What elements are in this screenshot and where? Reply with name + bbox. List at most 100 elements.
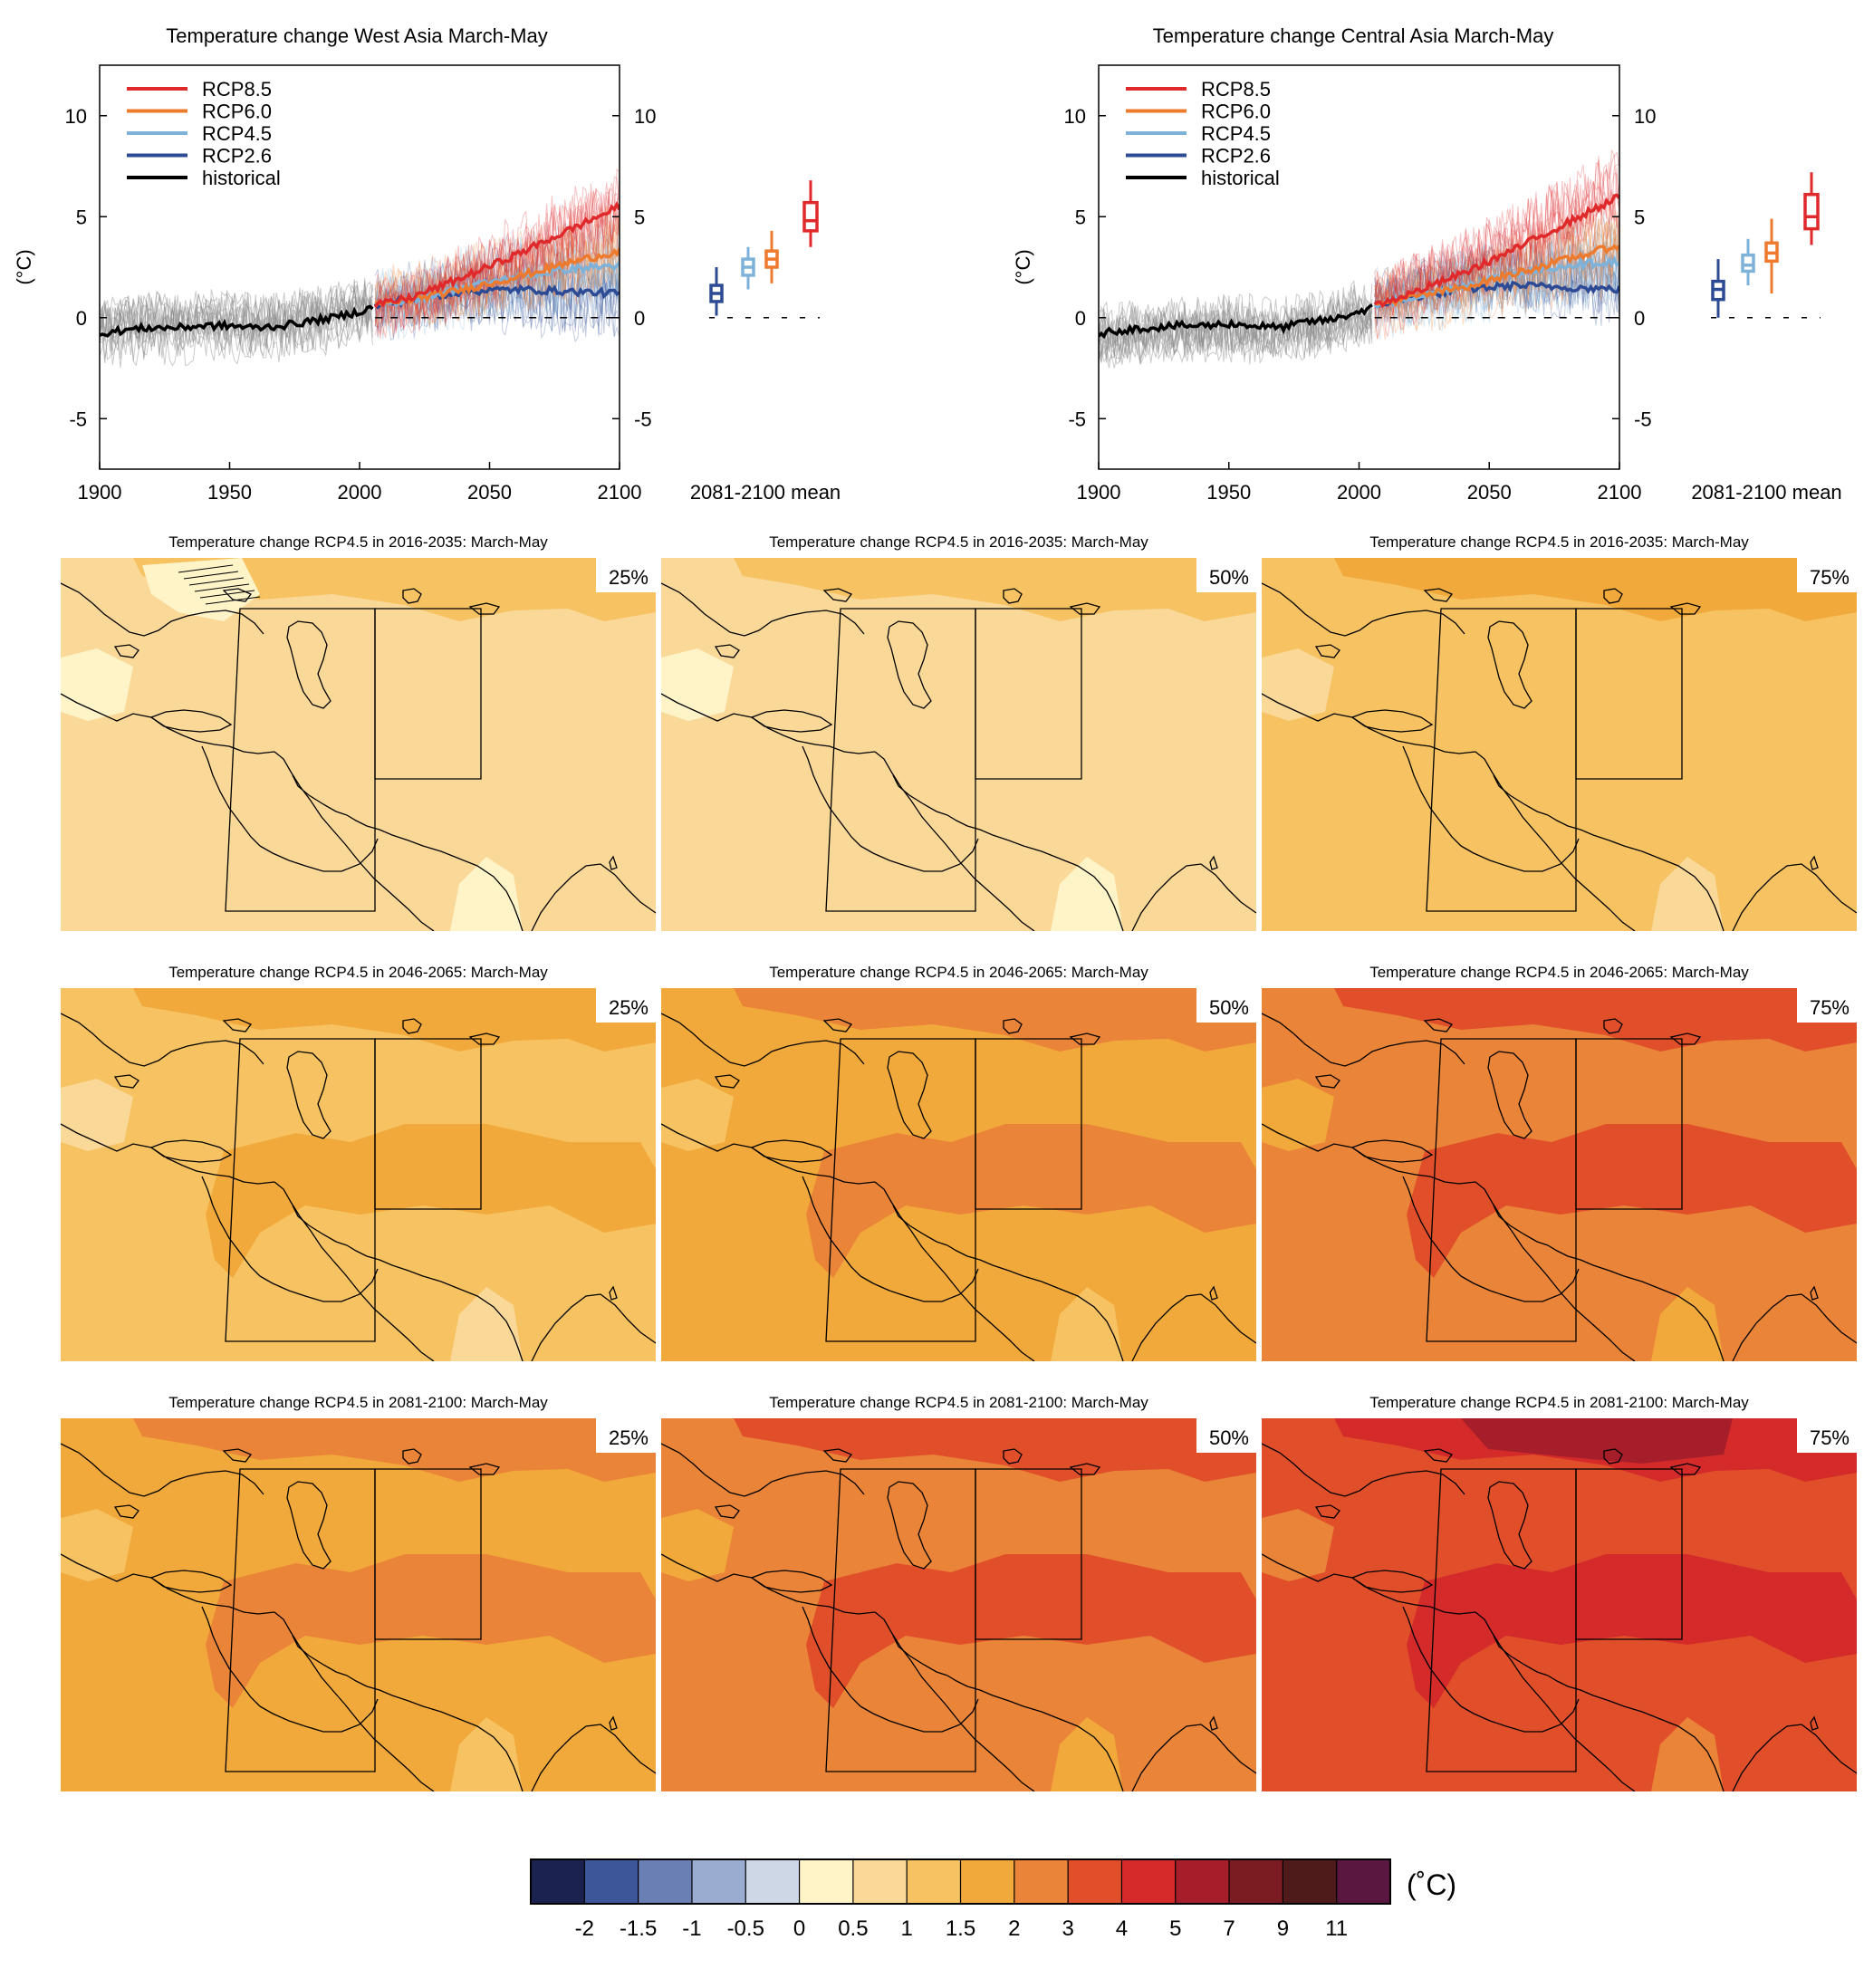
legend-label: RCP2.6 <box>1201 145 1271 168</box>
ensemble-member-line <box>100 299 373 361</box>
significance-hatch <box>205 596 261 605</box>
coastline <box>822 1018 853 1032</box>
coastline <box>402 1448 422 1465</box>
coastline <box>274 1611 435 1791</box>
coastline <box>887 620 932 709</box>
map-title: Temperature change RCP4.5 in 2046-2065: … <box>168 964 548 981</box>
significance-hatch <box>194 583 250 592</box>
ensemble-member-line <box>1374 249 1619 323</box>
coastline <box>750 1570 833 1593</box>
map-area <box>1262 988 1857 1361</box>
percentile-badge <box>1196 558 1256 592</box>
y-tick-label: 0 <box>1075 307 1086 330</box>
coastline <box>1350 1570 1434 1593</box>
colorbar-cell <box>1229 1859 1283 1904</box>
coastline <box>661 1013 865 1067</box>
map-contour-warm <box>206 1124 656 1278</box>
coastline <box>1402 1176 1462 1277</box>
coastline <box>609 1285 618 1301</box>
coastline <box>750 709 833 733</box>
ensemble-member-line <box>100 281 373 342</box>
map-panel: 25% Temperature change RCP4.5 in 2046-206… <box>61 964 656 1361</box>
coastline <box>201 745 261 847</box>
colorbar-cell <box>691 1859 746 1904</box>
coastline <box>1069 602 1101 615</box>
map-contour-cool <box>450 857 523 931</box>
map-contour-cool <box>61 1509 133 1581</box>
colorbar-cell <box>1014 1859 1069 1904</box>
region-box <box>1575 608 1683 780</box>
ensemble-member-line <box>1374 243 1619 316</box>
coastline <box>1460 1698 1580 1733</box>
coastline <box>149 1570 233 1593</box>
coastline <box>714 644 740 658</box>
ensemble-member-line <box>1374 203 1619 309</box>
map-contour-cool <box>661 648 734 721</box>
map-contour-cool <box>1262 1509 1334 1581</box>
map-contour-warm <box>133 988 656 1052</box>
coastline <box>1487 620 1533 709</box>
ensemble-member-line <box>100 303 373 369</box>
colorbar-tick-label: -0.5 <box>727 1916 764 1941</box>
ensemble-member-line <box>1374 222 1619 340</box>
coastline <box>402 588 422 604</box>
colorbar-tick-label: -1.5 <box>620 1916 657 1941</box>
coastline <box>201 1176 261 1277</box>
series-mean-line <box>1373 193 1619 309</box>
map-area <box>61 558 656 931</box>
map-contour-warm <box>1407 1124 1857 1278</box>
ensemble-member-line <box>374 203 620 304</box>
percentile-badge <box>596 988 656 1023</box>
ensemble-member-line <box>1374 159 1619 309</box>
significance-hatch <box>183 571 239 580</box>
percentile-label: 25% <box>609 1426 649 1449</box>
x-tick-label: 2000 <box>338 481 382 504</box>
ensemble-member-line <box>1099 293 1373 363</box>
coastline <box>1131 1293 1256 1361</box>
coastline <box>946 1244 1124 1361</box>
coastline <box>1547 814 1725 931</box>
series-mean-line <box>100 304 374 338</box>
coastline <box>802 1176 861 1277</box>
coastline <box>61 1013 264 1067</box>
box-iqr <box>802 200 819 233</box>
region-box <box>374 1038 482 1210</box>
box-x-label: 2081-2100 mean <box>1691 481 1841 504</box>
ensemble-member-line <box>1099 298 1373 365</box>
colorbar-tick-label: 0 <box>793 1916 805 1941</box>
ensemble-member-line <box>374 216 620 311</box>
coastline <box>1262 1443 1465 1497</box>
coastline <box>1669 1463 1702 1475</box>
map-panel: 75% Temperature change RCP4.5 in 2046-206… <box>1262 964 1857 1361</box>
coastline <box>61 1443 264 1497</box>
coastline <box>222 1018 253 1032</box>
percentile-badge <box>1797 1418 1857 1453</box>
x-tick-label: 2000 <box>1337 481 1381 504</box>
colorbar-cell <box>638 1859 693 1904</box>
ensemble-member-line <box>1374 215 1619 320</box>
map-title: Temperature change RCP4.5 in 2081-2100: … <box>168 1394 548 1411</box>
y-tick-label: 10 <box>65 105 87 128</box>
ensemble-member-line <box>374 239 620 329</box>
ensemble-member-line <box>374 266 620 332</box>
y-tick-label: -5 <box>634 408 652 430</box>
box-iqr <box>1803 192 1820 231</box>
plot-area <box>100 168 620 369</box>
plot-area <box>1099 149 1619 369</box>
coastline <box>1069 1032 1101 1045</box>
ensemble-member-line <box>1099 297 1373 356</box>
y-axis-label: (°C) <box>1012 249 1034 284</box>
map-contour-cool <box>1051 1717 1123 1791</box>
region-box <box>225 1038 376 1342</box>
series-mean-line <box>374 261 620 309</box>
coastline <box>609 855 618 870</box>
ensemble-member-line <box>1374 219 1619 325</box>
colorbar-cell <box>907 1859 961 1904</box>
colorbar-cell <box>531 1859 585 1904</box>
box-panel: 2081-2100 mean <box>1691 172 1842 504</box>
legend-label: historical <box>202 167 281 189</box>
significance-hatch <box>188 577 245 586</box>
colorbar-cell <box>584 1859 639 1904</box>
y-tick-label: 5 <box>1075 206 1086 228</box>
